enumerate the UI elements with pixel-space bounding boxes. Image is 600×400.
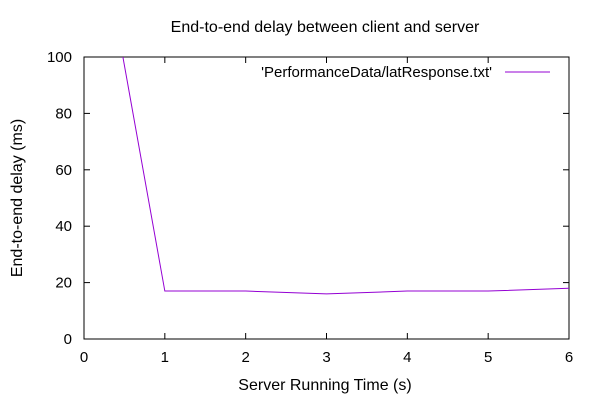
x-tick-label: 5 <box>484 349 492 366</box>
x-tick-label: 0 <box>80 349 88 366</box>
series-line <box>122 57 569 295</box>
series-layer <box>122 57 569 295</box>
legend: 'PerformanceData/latResponse.txt' <box>261 64 550 81</box>
y-tick-label: 20 <box>55 275 72 292</box>
y-tick-label: 80 <box>55 105 72 122</box>
x-tick-label: 6 <box>565 349 573 366</box>
legend-label: 'PerformanceData/latResponse.txt' <box>261 64 492 81</box>
y-tick-label: 0 <box>64 331 72 348</box>
plot-area <box>83 56 570 340</box>
x-tick-label: 1 <box>161 349 169 366</box>
chart-title: End-to-end delay between client and serv… <box>171 19 480 36</box>
x-axis-label: Server Running Time (s) <box>238 377 411 394</box>
x-tick-label: 3 <box>322 349 330 366</box>
plot-border <box>83 56 570 340</box>
x-tick-label: 2 <box>241 349 249 366</box>
y-tick-label: 60 <box>55 162 72 179</box>
y-tick-label: 100 <box>47 49 72 66</box>
y-axis-label: End-to-end delay (ms) <box>9 119 26 277</box>
y-tick-label: 40 <box>55 218 72 235</box>
x-tick-label: 4 <box>403 349 411 366</box>
